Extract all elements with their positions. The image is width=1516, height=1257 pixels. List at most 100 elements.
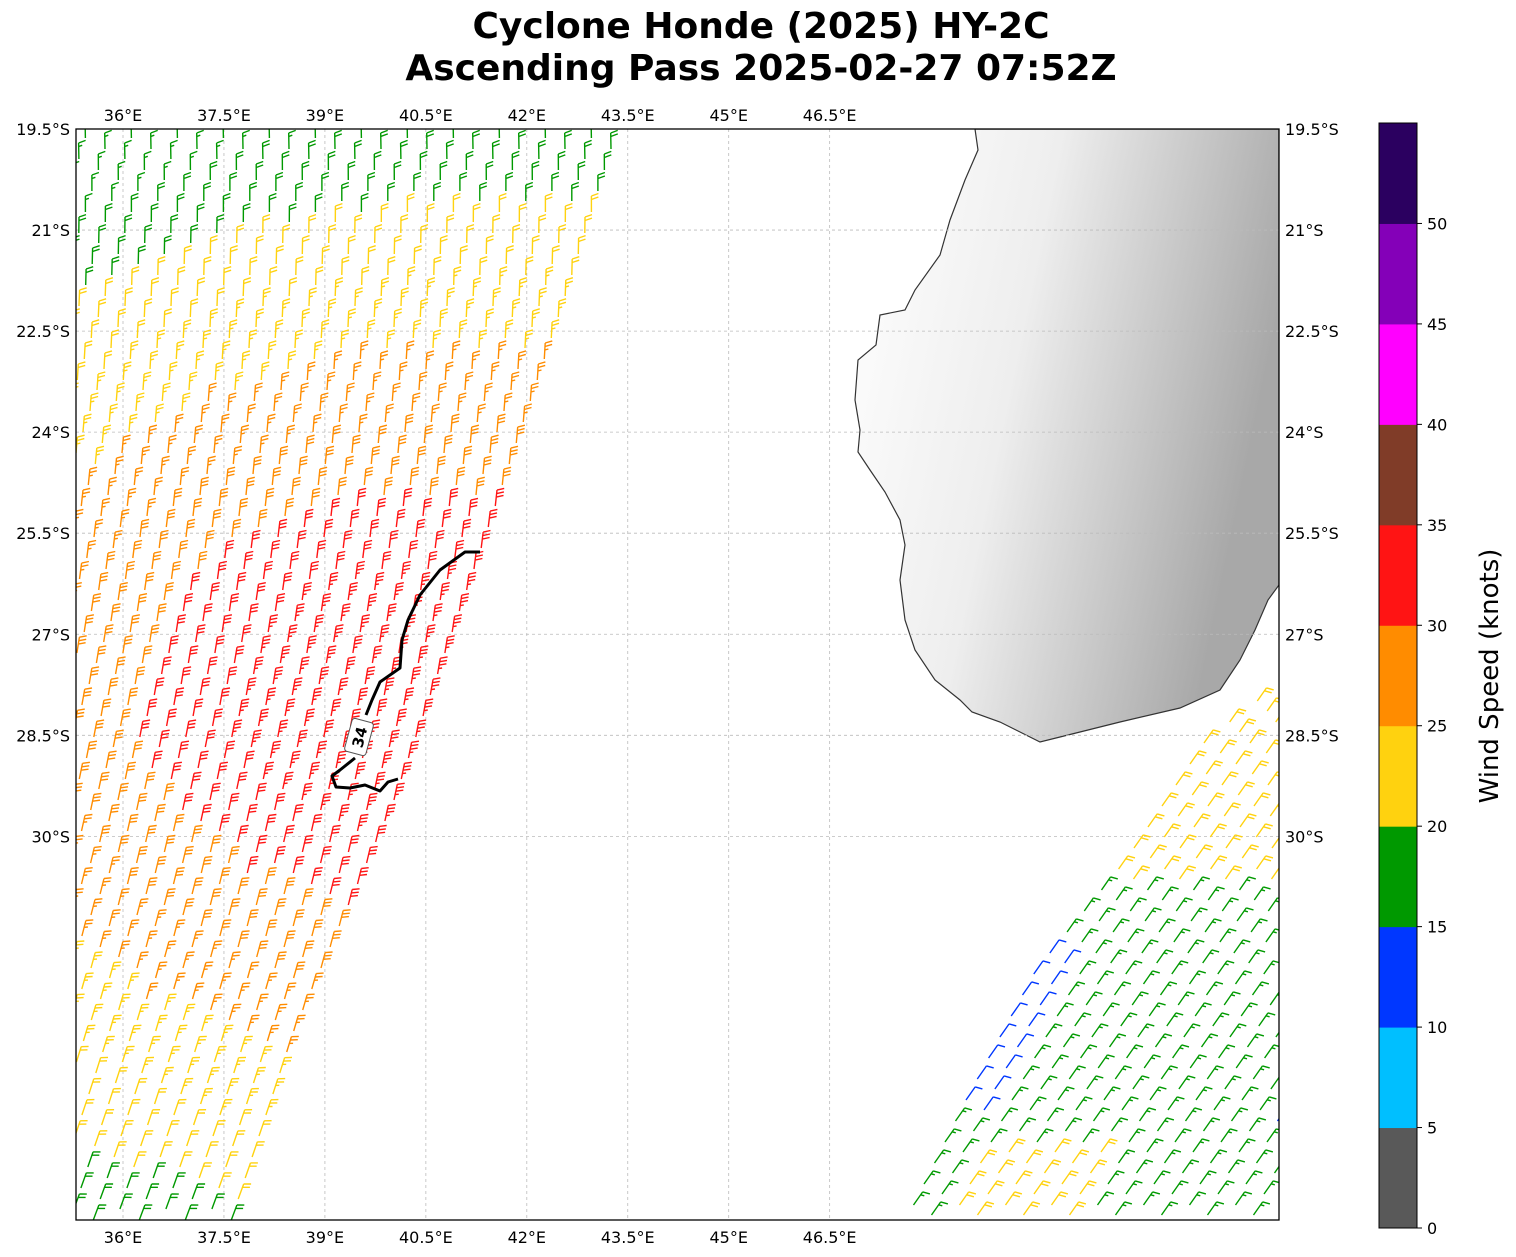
wind-barb — [1016, 1033, 1035, 1048]
wind-barb — [122, 361, 132, 381]
wind-barb — [236, 571, 247, 591]
wind-barb — [87, 1151, 101, 1168]
wind-barb — [148, 1035, 161, 1053]
wind-barb — [200, 855, 213, 874]
wind-barb — [366, 319, 376, 339]
wind-barb — [103, 624, 114, 643]
wind-barb — [356, 867, 369, 885]
lat-tick-right: 25.5°S — [1285, 524, 1339, 543]
wind-barb — [293, 1014, 306, 1032]
wind-barb — [127, 919, 140, 937]
wind-barb — [119, 508, 130, 528]
wind-barb — [1271, 836, 1279, 849]
wind-barb — [1171, 1180, 1189, 1195]
wind-barb — [510, 371, 520, 391]
wind-barb — [338, 403, 348, 423]
wind-barb — [1225, 834, 1243, 849]
wind-barb — [308, 560, 320, 580]
wind-barb — [492, 287, 501, 307]
wind-barb — [400, 287, 409, 307]
wind-barb — [320, 319, 330, 339]
wind-barb — [173, 972, 186, 990]
wind-barb — [227, 392, 237, 412]
wind-barb — [1158, 918, 1176, 933]
wind-barb — [1033, 1180, 1051, 1195]
wind-barb — [491, 139, 500, 160]
wind-barb — [203, 181, 212, 201]
wind-barb — [186, 445, 197, 465]
wind-barb — [1275, 716, 1279, 723]
wind-barb — [503, 392, 513, 412]
wind-barb — [1103, 1086, 1121, 1101]
wind-barb — [212, 1120, 226, 1137]
wind-barb — [997, 1159, 1016, 1174]
wind-barb — [145, 824, 157, 843]
wind-barb — [292, 961, 306, 979]
wind-barb — [236, 771, 248, 790]
wind-barb — [274, 1003, 288, 1021]
wind-barb — [259, 434, 269, 454]
wind-barb — [257, 708, 269, 727]
wind-barb — [265, 687, 277, 706]
wind-barb — [315, 266, 324, 286]
wind-barb — [1081, 928, 1099, 943]
wind-barb — [256, 940, 269, 958]
wind-barb — [181, 845, 194, 864]
wind-barb — [1062, 1033, 1081, 1048]
wind-barb — [1096, 1191, 1115, 1206]
wind-barb — [1175, 771, 1193, 786]
wind-barb — [1288, 1087, 1304, 1100]
wind-barb — [356, 487, 367, 507]
wind-barb — [472, 202, 481, 223]
wind-barb — [154, 961, 168, 979]
wind-barb — [305, 434, 315, 454]
wind-barb — [274, 951, 287, 969]
wind-barb — [531, 160, 540, 181]
wind-barb — [124, 761, 136, 780]
lon-tick-bottom: 42°E — [508, 1228, 546, 1247]
wind-barb — [136, 319, 146, 339]
wind-barb — [99, 824, 111, 843]
wind-barb — [205, 1141, 219, 1158]
34kt-contour-line — [364, 550, 480, 716]
wind-barb — [464, 371, 474, 391]
wind-barb — [128, 413, 138, 433]
wind-barb — [250, 729, 262, 748]
wind-barb — [1202, 1117, 1221, 1132]
wind-barb — [459, 171, 468, 191]
wind-barb — [450, 413, 460, 433]
wind-barb — [119, 708, 131, 727]
wind-barb — [384, 803, 396, 822]
wind-barb — [301, 834, 314, 853]
wind-barb — [186, 1130, 200, 1147]
wind-barb — [1172, 1044, 1190, 1059]
wind-barb — [222, 192, 231, 212]
wind-barb — [334, 202, 343, 223]
wind-barb — [255, 834, 268, 853]
wind-barb — [311, 687, 323, 706]
wind-barb — [330, 698, 342, 717]
wind-barb — [427, 550, 438, 570]
wind-barb — [433, 256, 442, 276]
wind-barb — [130, 192, 139, 212]
wind-barb — [347, 308, 357, 328]
wind-barb — [202, 329, 212, 349]
wind-barb — [78, 761, 90, 780]
wind-barb — [1241, 1086, 1259, 1101]
wind-barb — [505, 245, 514, 265]
wind-barb — [1250, 918, 1268, 933]
wind-barb — [216, 213, 225, 234]
wind-barb — [386, 329, 396, 349]
wind-barb — [1144, 907, 1162, 922]
wind-barb — [126, 867, 139, 885]
wind-barb — [1117, 1149, 1136, 1164]
wind-barb — [426, 277, 436, 297]
wind-barb — [262, 560, 274, 580]
wind-barb — [1210, 855, 1228, 870]
wind-barb — [1056, 1002, 1074, 1017]
wind-barb — [417, 645, 429, 664]
wind-barb — [206, 455, 216, 475]
wind-barb — [359, 614, 371, 633]
lat-tick-left: 22.5°S — [16, 322, 70, 341]
wind-barb — [1160, 1201, 1179, 1216]
